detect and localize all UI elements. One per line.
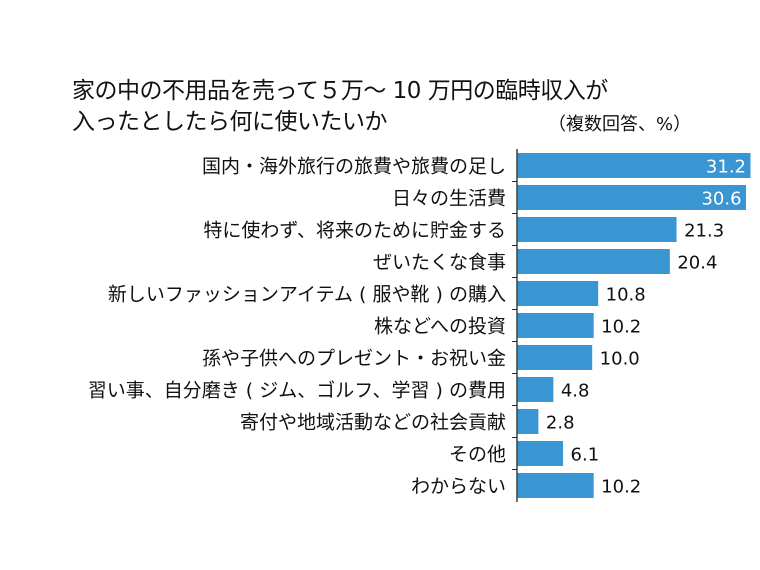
chart-title-line-1: 家の中の不用品を売って５万〜 10 万円の臨時収入が	[72, 78, 608, 104]
category-label: 国内・海外旅行の旅費や旅費の足し	[202, 156, 506, 178]
category-label: 寄付や地域活動などの社会貢献	[240, 412, 506, 434]
bar	[517, 345, 593, 370]
value-label: 31.2	[706, 157, 746, 178]
category-label: ぜいたくな食事	[373, 252, 506, 274]
category-label: 株などへの投資	[374, 316, 506, 338]
bar	[517, 217, 677, 242]
bar	[517, 473, 594, 498]
category-label: 日々の生活費	[392, 188, 506, 210]
bar	[517, 281, 599, 306]
category-label: 習い事、自分磨き ( ジム、ゴルフ、学習 ) の費用	[88, 380, 506, 402]
value-label: 10.2	[601, 317, 641, 338]
chart-title-line-2: 入ったとしたら何に使いたいか	[72, 109, 388, 135]
value-label: 4.8	[561, 381, 590, 402]
category-label: その他	[449, 444, 506, 466]
value-label: 30.6	[701, 189, 741, 210]
chart-note: （複数回答、%）	[548, 114, 692, 135]
category-label: 特に使わず、将来のために貯金する	[203, 220, 506, 242]
category-label: わからない	[411, 476, 506, 498]
value-label: 20.4	[677, 253, 717, 274]
category-label: 孫や子供へのプレゼント・お祝い金	[202, 348, 506, 370]
value-label: 10.2	[601, 477, 641, 498]
category-label: 新しいファッションアイテム ( 服や靴 ) の購入	[108, 284, 506, 306]
bar	[517, 441, 564, 466]
bar	[517, 185, 747, 210]
bar	[517, 153, 751, 178]
bar	[517, 313, 594, 338]
bar	[517, 409, 539, 434]
value-label: 2.8	[546, 413, 575, 434]
bar	[517, 377, 554, 402]
value-label: 21.3	[684, 221, 724, 242]
bar	[517, 249, 670, 274]
value-label: 10.0	[600, 349, 640, 370]
value-label: 10.8	[606, 285, 646, 306]
value-label: 6.1	[571, 445, 600, 466]
